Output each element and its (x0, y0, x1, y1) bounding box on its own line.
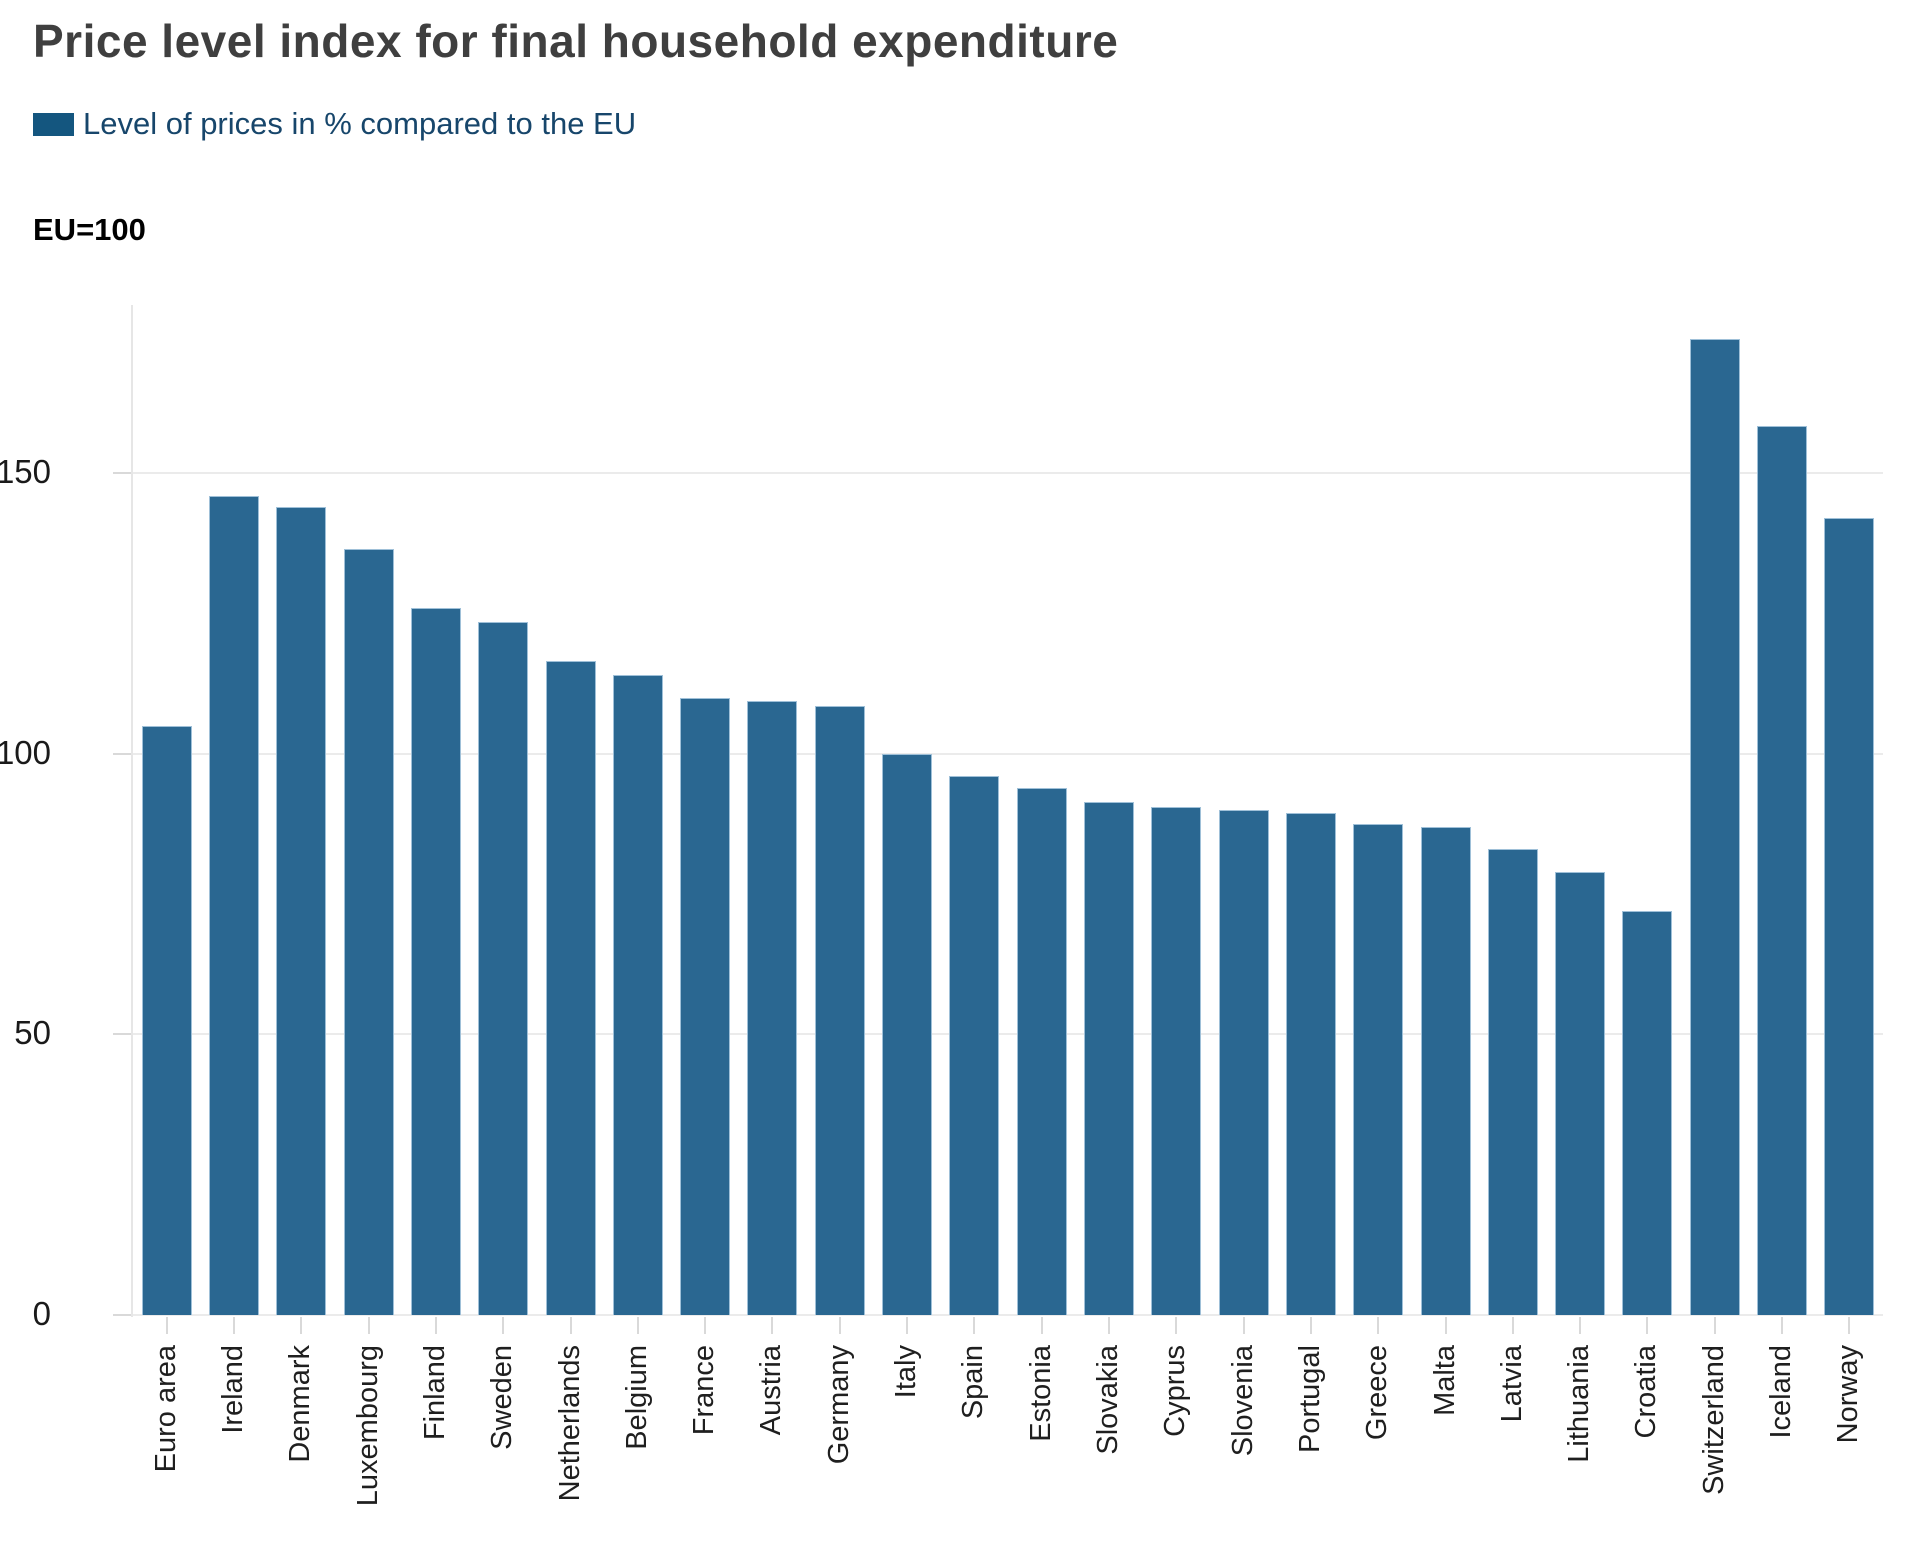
x-axis-tick (1848, 1317, 1851, 1334)
x-axis-tick (434, 1317, 437, 1334)
bar-cyprus[interactable] (1151, 807, 1202, 1315)
x-axis-tick (1444, 1317, 1447, 1334)
bar-lithuania[interactable] (1555, 871, 1606, 1315)
x-label-luxembourg: Luxembourg (351, 1345, 384, 1507)
y-axis-line (131, 305, 133, 1317)
x-label-finland: Finland (418, 1345, 451, 1441)
x-label-croatia: Croatia (1630, 1345, 1663, 1439)
x-axis-tick (906, 1317, 909, 1334)
bar-malta[interactable] (1420, 826, 1471, 1315)
gridline-y-150 (133, 472, 1883, 475)
gridline-y-50 (133, 1033, 1883, 1036)
x-label-portugal: Portugal (1293, 1345, 1326, 1454)
bar-iceland[interactable] (1757, 425, 1808, 1315)
x-axis-tick (1713, 1317, 1716, 1334)
chart-title: Price level index for final household ex… (33, 15, 1119, 67)
x-label-italy: Italy (890, 1345, 923, 1399)
bar-croatia[interactable] (1622, 911, 1673, 1315)
x-axis-tick (502, 1317, 505, 1334)
x-axis-tick (1309, 1317, 1312, 1334)
bar-luxembourg[interactable] (343, 549, 394, 1315)
x-label-greece: Greece (1361, 1345, 1394, 1441)
bar-austria[interactable] (747, 700, 798, 1315)
x-axis-tick (973, 1317, 976, 1334)
legend-swatch-icon (33, 112, 74, 136)
x-label-iceland: Iceland (1765, 1345, 1798, 1439)
x-axis-tick (367, 1317, 370, 1334)
y-axis-tick (113, 472, 131, 475)
y-axis-tick (113, 752, 131, 755)
y-axis-tick (113, 1033, 131, 1036)
x-axis-tick (569, 1317, 572, 1334)
x-axis-tick (1175, 1317, 1178, 1334)
bar-portugal[interactable] (1285, 812, 1336, 1315)
x-axis-tick (1040, 1317, 1043, 1334)
bar-denmark[interactable] (276, 507, 327, 1315)
gridline-y-0 (133, 1314, 1883, 1316)
x-axis-tick (300, 1317, 303, 1334)
bar-germany[interactable] (814, 706, 865, 1315)
bar-spain[interactable] (949, 776, 1000, 1315)
x-axis-tick (704, 1317, 707, 1334)
x-label-denmark: Denmark (284, 1345, 317, 1463)
bar-norway[interactable] (1824, 518, 1875, 1315)
x-axis-tick (1511, 1317, 1514, 1334)
legend[interactable]: Level of prices in % compared to the EU (33, 106, 636, 142)
bar-italy[interactable] (882, 753, 933, 1315)
x-label-france: France (688, 1345, 721, 1436)
bar-greece[interactable] (1353, 824, 1404, 1315)
x-label-spain: Spain (957, 1345, 990, 1420)
x-axis-tick (1781, 1317, 1784, 1334)
x-label-belgium: Belgium (620, 1345, 653, 1450)
x-label-switzerland: Switzerland (1697, 1345, 1730, 1495)
plot-area: 0 50 100 150 Euro area Ireland Denmark Luxembou… (0, 305, 1883, 1506)
x-label-norway: Norway (1832, 1345, 1865, 1444)
y-axis-tick (113, 1314, 131, 1316)
y-axis-unit-label: EU=100 (33, 212, 146, 247)
legend-label: Level of prices in % compared to the EU (83, 106, 637, 141)
x-label-latvia: Latvia (1495, 1345, 1528, 1423)
bar-belgium[interactable] (612, 675, 663, 1315)
x-axis-tick (636, 1317, 639, 1334)
bar-france[interactable] (680, 697, 731, 1315)
x-axis-tick (1107, 1317, 1110, 1334)
bar-slovenia[interactable] (1218, 810, 1269, 1315)
x-axis-tick (1579, 1317, 1582, 1334)
x-axis-tick (1646, 1317, 1649, 1334)
x-axis-tick (1377, 1317, 1380, 1334)
x-label-slovenia: Slovenia (1226, 1345, 1259, 1457)
bar-euro-area[interactable] (141, 725, 192, 1315)
x-label-slovakia: Slovakia (1091, 1345, 1124, 1455)
x-label-germany: Germany (822, 1345, 855, 1465)
x-label-estonia: Estonia (1024, 1345, 1057, 1442)
x-label-lithuania: Lithuania (1563, 1345, 1596, 1463)
bar-switzerland[interactable] (1689, 338, 1740, 1315)
x-axis-tick (771, 1317, 774, 1334)
x-label-euro-area: Euro area (149, 1345, 182, 1473)
x-label-austria: Austria (755, 1345, 788, 1436)
bar-estonia[interactable] (1016, 787, 1067, 1315)
bar-ireland[interactable] (208, 495, 259, 1315)
x-axis-tick (1242, 1317, 1245, 1334)
x-label-netherlands: Netherlands (553, 1345, 586, 1502)
bar-finland[interactable] (410, 608, 461, 1315)
gridline-y-100 (133, 752, 1883, 755)
x-axis-tick (838, 1317, 841, 1334)
bar-netherlands[interactable] (545, 661, 596, 1315)
x-axis-tick (232, 1317, 235, 1334)
x-label-malta: Malta (1428, 1345, 1461, 1416)
x-label-sweden: Sweden (486, 1345, 519, 1450)
x-axis-tick (165, 1317, 168, 1334)
x-label-cyprus: Cyprus (1159, 1345, 1192, 1437)
bar-sweden[interactable] (478, 622, 529, 1315)
bar-slovakia[interactable] (1083, 801, 1134, 1315)
bar-latvia[interactable] (1487, 849, 1538, 1315)
x-label-ireland: Ireland (216, 1345, 249, 1434)
